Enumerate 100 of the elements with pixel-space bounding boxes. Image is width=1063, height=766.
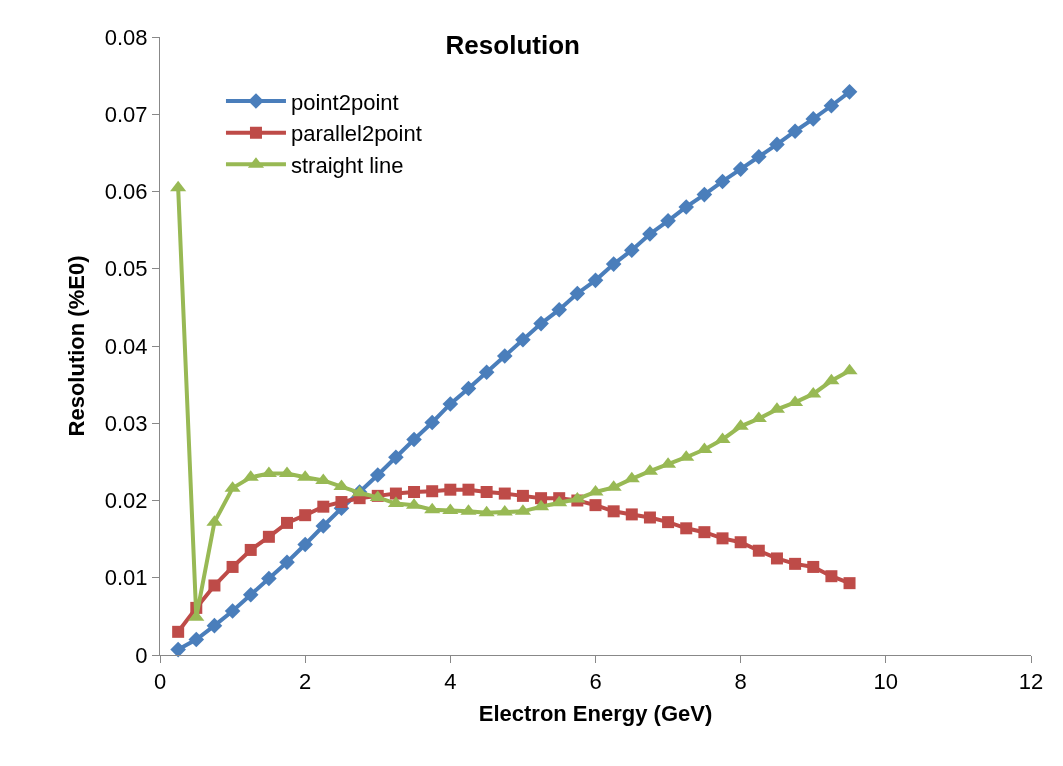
point <box>299 509 312 522</box>
point <box>625 508 638 521</box>
point <box>789 557 802 570</box>
point <box>424 502 441 514</box>
point <box>442 503 459 515</box>
point <box>569 491 586 503</box>
point <box>533 315 549 332</box>
point <box>498 487 511 500</box>
point <box>424 414 440 431</box>
point <box>589 499 602 512</box>
point <box>787 123 803 140</box>
point <box>823 373 840 385</box>
point <box>516 489 529 502</box>
y-tick-label: 0 <box>135 642 148 668</box>
point <box>823 97 840 114</box>
point <box>623 471 640 483</box>
point <box>714 173 731 190</box>
point <box>769 136 785 153</box>
y-tick-label: 0.01 <box>104 565 148 591</box>
point <box>208 579 221 592</box>
point <box>170 641 186 658</box>
point <box>244 543 257 556</box>
point <box>678 199 695 215</box>
y-tick-label: 0.07 <box>104 101 148 127</box>
point <box>170 180 187 192</box>
point <box>480 486 493 498</box>
point <box>224 603 241 619</box>
point <box>643 511 656 524</box>
point <box>388 449 404 466</box>
point <box>569 285 586 302</box>
point <box>642 226 658 242</box>
point <box>752 544 765 557</box>
point <box>172 625 185 638</box>
point <box>750 411 767 423</box>
point <box>496 348 513 364</box>
x-axis-title: Electron Energy (GeV) <box>478 701 713 727</box>
point <box>406 431 422 448</box>
point <box>369 467 386 483</box>
point <box>297 536 313 553</box>
point <box>478 364 495 381</box>
x-tick-label: 10 <box>873 669 899 695</box>
point <box>408 486 421 498</box>
x-tick-label: 2 <box>299 669 312 695</box>
point <box>696 186 713 203</box>
y-tick-label: 0.02 <box>104 488 148 514</box>
point <box>841 363 858 375</box>
x-tick-label: 4 <box>444 669 457 695</box>
point <box>751 148 767 165</box>
point <box>462 483 475 496</box>
point <box>188 631 205 648</box>
point <box>460 380 477 397</box>
legend-label: straight line <box>290 152 404 178</box>
point <box>242 586 259 603</box>
point <box>734 536 747 549</box>
point <box>825 570 838 583</box>
y-tick-label: 0.03 <box>104 410 148 436</box>
point <box>770 552 783 565</box>
point <box>335 496 348 509</box>
x-tick-label: 6 <box>589 669 602 695</box>
point <box>843 577 856 590</box>
y-axis-title: Resolution (%E0) <box>63 255 89 437</box>
point <box>262 530 275 543</box>
point <box>478 505 495 517</box>
point <box>281 516 294 529</box>
point <box>226 560 239 573</box>
y-tick-label: 0.04 <box>104 333 148 359</box>
point <box>660 213 676 229</box>
y-tick-label: 0.05 <box>104 256 148 282</box>
y-tick-label: 0.06 <box>104 179 148 205</box>
point <box>279 554 295 571</box>
point <box>206 617 223 634</box>
legend-label: parallel2point <box>290 121 422 147</box>
x-tick-label: 12 <box>1018 669 1044 695</box>
point <box>551 301 568 318</box>
point <box>389 487 402 500</box>
point <box>716 532 729 545</box>
point <box>698 526 711 539</box>
point <box>805 386 822 398</box>
point <box>587 272 604 289</box>
point <box>841 84 858 100</box>
point <box>732 161 749 177</box>
point <box>807 560 820 573</box>
point <box>696 442 713 454</box>
legend-label: point2point <box>290 89 399 115</box>
y-tick-label: 0.08 <box>104 24 148 50</box>
x-tick-label: 0 <box>153 669 167 695</box>
point <box>315 518 332 534</box>
point <box>426 485 439 498</box>
point <box>515 332 531 348</box>
point <box>607 505 620 518</box>
point <box>387 496 404 508</box>
x-tick-label: 8 <box>734 669 747 695</box>
point <box>442 396 459 412</box>
point <box>261 570 277 587</box>
point <box>605 256 622 272</box>
point <box>680 522 693 535</box>
point <box>623 242 640 259</box>
point <box>444 483 457 496</box>
point <box>662 516 675 529</box>
chart-title: Resolution <box>445 30 580 61</box>
